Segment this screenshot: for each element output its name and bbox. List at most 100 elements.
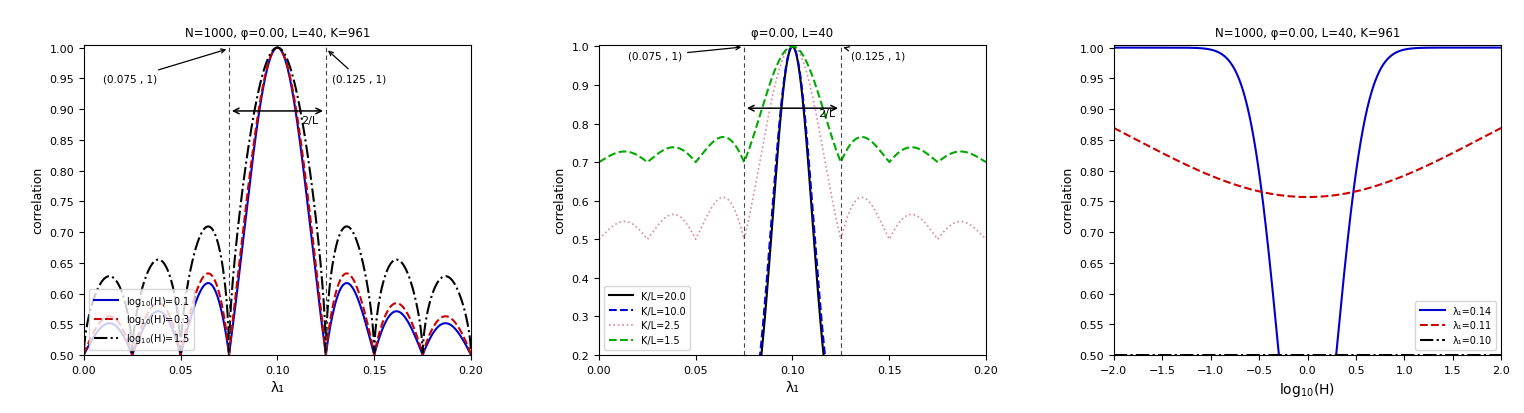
Legend: λ₁=0.14, λ₁=0.11, λ₁=0.10: λ₁=0.14, λ₁=0.11, λ₁=0.10 <box>1416 301 1497 350</box>
log$_{10}$(H)=0.3 <box>259 63 277 68</box>
λ₁=0.10 <box>1269 353 1288 358</box>
λ₁=0.11 <box>1269 193 1288 198</box>
λ₁=0.14 <box>1172 46 1190 51</box>
log$_{10}$(H)=0.1 <box>268 46 287 51</box>
λ₁=0.10 <box>1105 353 1123 358</box>
log$_{10}$(H)=0.1 <box>219 353 238 358</box>
λ₁=0.11 <box>1443 152 1462 157</box>
K/L=2.5 <box>783 45 802 50</box>
λ₁=0.10 <box>1484 353 1503 358</box>
log$_{10}$(H)=1.5 <box>241 137 259 142</box>
Y-axis label: correlation: correlation <box>553 167 565 234</box>
λ₁=0.10 <box>1492 353 1510 358</box>
K/L=10.0 <box>783 45 802 50</box>
log$_{10}$(H)=0.3 <box>450 326 468 331</box>
Line: K/L=10.0: K/L=10.0 <box>599 47 986 413</box>
log$_{10}$(H)=1.5 <box>357 272 375 277</box>
log$_{10}$(H)=0.1 <box>431 323 450 328</box>
log$_{10}$(H)=0.1 <box>238 208 256 213</box>
λ₁=0.10 <box>1149 353 1167 358</box>
K/L=1.5 <box>977 160 995 165</box>
log$_{10}$(H)=0.1 <box>450 332 468 337</box>
K/L=2.5 <box>590 237 608 242</box>
λ₁=0.14 <box>1443 46 1462 51</box>
λ₁=0.14 <box>1105 46 1123 51</box>
Y-axis label: correlation: correlation <box>1061 167 1074 234</box>
λ₁=0.11 <box>1253 190 1271 195</box>
Text: 2/L: 2/L <box>818 109 835 119</box>
Legend: log$_{10}$(H)=0.1, log$_{10}$(H)=0.3, log$_{10}$(H)=1.5: log$_{10}$(H)=0.1, log$_{10}$(H)=0.3, lo… <box>88 289 194 350</box>
λ₁=0.11 <box>1105 126 1123 131</box>
Line: λ₁=0.14: λ₁=0.14 <box>1114 48 1501 413</box>
log$_{10}$(H)=0.1 <box>75 352 93 357</box>
K/L=1.5 <box>783 45 802 50</box>
λ₁=0.14 <box>1492 46 1510 51</box>
K/L=1.5 <box>735 160 753 165</box>
λ₁=0.14 <box>1253 196 1271 201</box>
log$_{10}$(H)=0.3 <box>431 316 450 321</box>
K/L=20.0 <box>753 350 771 355</box>
λ₁=0.11 <box>1484 130 1503 135</box>
K/L=2.5 <box>946 221 965 225</box>
log$_{10}$(H)=1.5 <box>450 291 468 296</box>
Title: φ=0.00, L=40: φ=0.00, L=40 <box>751 27 834 40</box>
K/L=2.5 <box>735 237 753 242</box>
log$_{10}$(H)=0.3 <box>219 352 238 357</box>
Line: log$_{10}$(H)=0.3: log$_{10}$(H)=0.3 <box>84 48 471 355</box>
log$_{10}$(H)=0.1 <box>462 352 480 357</box>
λ₁=0.14 <box>1149 46 1167 51</box>
K/L=1.5 <box>753 108 771 113</box>
K/L=1.5 <box>774 52 792 57</box>
log$_{10}$(H)=0.1 <box>357 319 375 324</box>
log$_{10}$(H)=0.3 <box>75 352 93 357</box>
log$_{10}$(H)=0.3 <box>238 198 256 203</box>
Line: log$_{10}$(H)=1.5: log$_{10}$(H)=1.5 <box>84 48 471 353</box>
K/L=2.5 <box>872 218 890 223</box>
X-axis label: λ₁: λ₁ <box>270 380 285 394</box>
K/L=2.5 <box>965 226 983 231</box>
log$_{10}$(H)=0.3 <box>268 46 287 51</box>
Text: (0.125 , 1): (0.125 , 1) <box>329 52 386 84</box>
log$_{10}$(H)=1.5 <box>219 350 238 355</box>
Line: log$_{10}$(H)=0.1: log$_{10}$(H)=0.1 <box>84 48 471 355</box>
log$_{10}$(H)=1.5 <box>268 46 287 51</box>
λ₁=0.11 <box>1149 149 1167 154</box>
log$_{10}$(H)=0.3 <box>241 173 259 178</box>
K/L=20.0 <box>783 45 802 50</box>
K/L=1.5 <box>756 98 774 103</box>
Y-axis label: correlation: correlation <box>30 167 44 234</box>
Line: K/L=1.5: K/L=1.5 <box>599 47 986 163</box>
X-axis label: log$_{10}$(H): log$_{10}$(H) <box>1280 380 1335 399</box>
log$_{10}$(H)=0.3 <box>462 352 480 357</box>
log$_{10}$(H)=0.1 <box>241 182 259 187</box>
log$_{10}$(H)=1.5 <box>462 347 480 352</box>
log$_{10}$(H)=0.1 <box>259 64 277 69</box>
Text: (0.075 , 1): (0.075 , 1) <box>104 50 226 84</box>
K/L=20.0 <box>756 317 774 322</box>
Line: K/L=20.0: K/L=20.0 <box>599 47 986 413</box>
K/L=2.5 <box>753 150 771 155</box>
log$_{10}$(H)=0.3 <box>357 312 375 317</box>
K/L=10.0 <box>756 302 774 307</box>
Title: N=1000, φ=0.00, L=40, K=961: N=1000, φ=0.00, L=40, K=961 <box>184 27 370 40</box>
λ₁=0.11 <box>1492 126 1510 131</box>
X-axis label: λ₁: λ₁ <box>785 380 800 394</box>
K/L=1.5 <box>965 153 983 158</box>
λ₁=0.10 <box>1172 353 1190 358</box>
Line: λ₁=0.11: λ₁=0.11 <box>1114 129 1501 197</box>
log$_{10}$(H)=1.5 <box>259 57 277 62</box>
K/L=20.0 <box>774 91 792 96</box>
Text: (0.075 , 1): (0.075 , 1) <box>628 47 741 62</box>
K/L=2.5 <box>774 57 792 62</box>
λ₁=0.10 <box>1443 353 1462 358</box>
λ₁=0.11 <box>1172 160 1190 165</box>
K/L=1.5 <box>590 160 608 165</box>
K/L=2.5 <box>756 133 774 138</box>
K/L=1.5 <box>946 150 965 155</box>
log$_{10}$(H)=1.5 <box>238 157 256 162</box>
Legend: K/L=20.0, K/L=10.0, K/L=2.5, K/L=1.5: K/L=20.0, K/L=10.0, K/L=2.5, K/L=1.5 <box>604 286 690 350</box>
log$_{10}$(H)=1.5 <box>75 347 93 352</box>
Line: K/L=2.5: K/L=2.5 <box>599 47 986 240</box>
K/L=1.5 <box>872 149 890 154</box>
Text: (0.125 , 1): (0.125 , 1) <box>844 47 905 62</box>
